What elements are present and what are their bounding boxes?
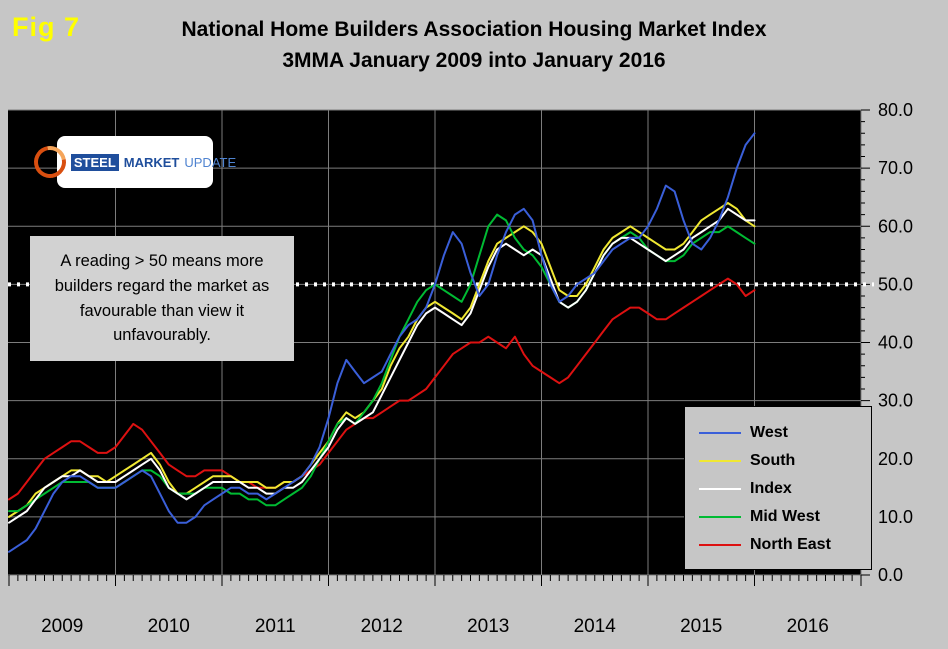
- y-axis-label: 10.0: [878, 507, 913, 527]
- y-axis-label: 50.0: [878, 274, 913, 294]
- x-axis-label: 2016: [787, 616, 829, 637]
- chart-title-line2: 3MMA January 2009 into January 2016: [282, 49, 666, 72]
- legend-label: North East: [750, 536, 831, 553]
- steel-market-update-logo: STEEL MARKET UPDATE: [27, 136, 236, 188]
- legend-item-south: South: [699, 447, 871, 475]
- legend-line-sample: [699, 516, 741, 518]
- y-axis-label: 80.0: [878, 100, 913, 120]
- logo-word-steel: STEEL: [70, 153, 119, 171]
- reading-annotation: A reading > 50 means more builders regar…: [30, 236, 294, 361]
- y-axis-label: 60.0: [878, 216, 913, 236]
- legend-line-sample: [699, 544, 741, 546]
- legend-item-index: Index: [699, 475, 871, 503]
- x-axis-label: 2010: [148, 616, 190, 637]
- x-axis-label: 2013: [467, 616, 509, 637]
- legend-item-west: West: [699, 419, 871, 447]
- series-west: [8, 132, 756, 553]
- x-axis-label: 2012: [361, 616, 403, 637]
- series-south: [8, 202, 756, 518]
- legend-label: Index: [750, 480, 792, 497]
- chart-title-line1: National Home Builders Association Housi…: [181, 18, 767, 41]
- chart-legend: West South Index Mid West North East: [684, 406, 872, 570]
- y-axis-label: 20.0: [878, 449, 913, 469]
- legend-line-sample: [699, 488, 741, 490]
- y-axis-label: 40.0: [878, 333, 913, 353]
- chart-title: National Home Builders Association Housi…: [0, 14, 948, 76]
- y-axis-label: 30.0: [878, 391, 913, 411]
- y-axis-label: 70.0: [878, 158, 913, 178]
- legend-item-north-east: North East: [699, 531, 871, 559]
- legend-label: South: [750, 452, 796, 469]
- legend-line-sample: [699, 432, 741, 434]
- x-axis-label: 2014: [574, 616, 617, 637]
- legend-label: West: [750, 424, 788, 441]
- legend-item-mid-west: Mid West: [699, 503, 871, 531]
- y-axis-label: 0.0: [878, 565, 903, 585]
- logo-word-market: MARKET: [123, 154, 180, 170]
- x-axis-label: 2009: [41, 616, 83, 637]
- series-north-east: [8, 277, 756, 501]
- figure-label: Fig 7: [12, 12, 81, 42]
- legend-line-sample: [699, 460, 741, 462]
- legend-label: Mid West: [750, 508, 820, 525]
- logo-word-update: UPDATE: [184, 154, 237, 170]
- x-axis-label: 2015: [680, 616, 722, 637]
- x-axis-label: 2011: [255, 616, 296, 637]
